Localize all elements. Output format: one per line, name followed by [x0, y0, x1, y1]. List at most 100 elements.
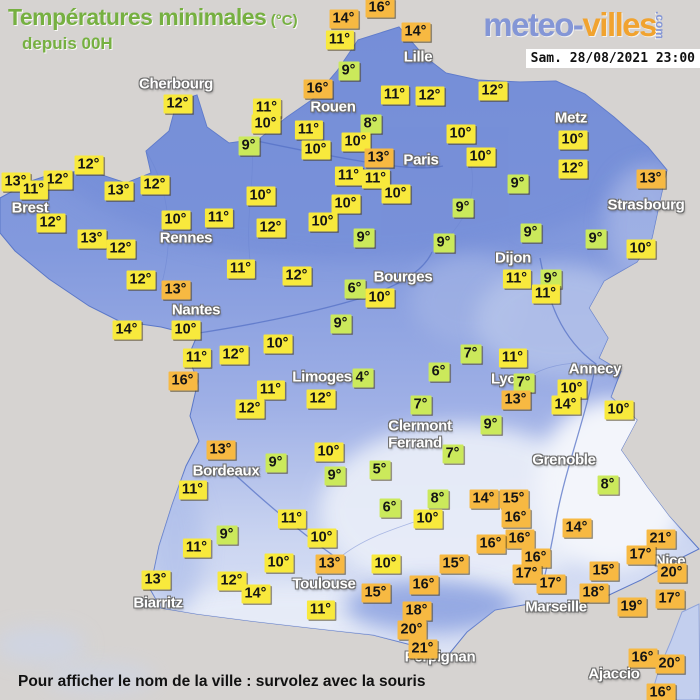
- temp-badge[interactable]: 10°: [307, 528, 337, 548]
- temp-badge[interactable]: 9°: [433, 233, 455, 253]
- temp-badge[interactable]: 12°: [36, 213, 66, 233]
- temp-badge[interactable]: 11°: [294, 120, 324, 140]
- temp-badge[interactable]: 13°: [161, 280, 191, 300]
- temp-badge[interactable]: 17°: [512, 564, 542, 584]
- temp-badge[interactable]: 11°: [361, 169, 391, 189]
- temp-badge[interactable]: 16°: [521, 548, 551, 568]
- temp-badge[interactable]: 11°: [256, 380, 286, 400]
- temp-badge[interactable]: 11°: [498, 348, 528, 368]
- temp-badge[interactable]: 16°: [303, 79, 333, 99]
- temp-badge[interactable]: 10°: [365, 288, 395, 308]
- meteo-villes-logo[interactable]: meteo-villes .com: [483, 6, 667, 44]
- temp-badge[interactable]: 16°: [628, 648, 658, 668]
- temp-badge[interactable]: 14°: [401, 22, 431, 42]
- temp-badge[interactable]: 18°: [579, 583, 609, 603]
- temp-badge[interactable]: 10°: [604, 400, 634, 420]
- temp-badge[interactable]: 12°: [235, 399, 265, 419]
- temp-badge[interactable]: 12°: [106, 239, 136, 259]
- temp-badge[interactable]: 16°: [365, 0, 395, 18]
- temp-badge[interactable]: 15°: [589, 561, 619, 581]
- temp-badge[interactable]: 14°: [469, 489, 499, 509]
- temp-badge[interactable]: 10°: [301, 140, 331, 160]
- temp-badge[interactable]: 10°: [413, 509, 443, 529]
- temp-badge[interactable]: 12°: [74, 155, 104, 175]
- temp-badge[interactable]: 12°: [219, 345, 249, 365]
- temp-badge[interactable]: 10°: [308, 212, 338, 232]
- temp-badge[interactable]: 5°: [369, 460, 391, 480]
- temp-badge[interactable]: 12°: [558, 159, 588, 179]
- temp-badge[interactable]: 7°: [513, 373, 535, 393]
- temp-badge[interactable]: 11°: [306, 600, 336, 620]
- temp-badge[interactable]: 19°: [617, 597, 647, 617]
- temp-badge[interactable]: 9°: [480, 415, 502, 435]
- temp-badge[interactable]: 9°: [520, 223, 542, 243]
- temp-badge[interactable]: 11°: [334, 166, 364, 186]
- temp-badge[interactable]: 9°: [265, 453, 287, 473]
- temp-badge[interactable]: 16°: [168, 371, 198, 391]
- temp-badge[interactable]: 13°: [77, 229, 107, 249]
- temp-badge[interactable]: 10°: [161, 210, 191, 230]
- temp-badge[interactable]: 9°: [540, 269, 562, 289]
- temp-badge[interactable]: 10°: [381, 184, 411, 204]
- temp-badge[interactable]: 10°: [264, 553, 294, 573]
- temp-badge[interactable]: 15°: [499, 489, 529, 509]
- temp-badge[interactable]: 12°: [478, 81, 508, 101]
- temp-badge[interactable]: 11°: [380, 85, 410, 105]
- temp-badge[interactable]: 18°: [402, 601, 432, 621]
- temp-badge[interactable]: 12°: [163, 94, 193, 114]
- temp-badge[interactable]: 12°: [140, 175, 170, 195]
- temp-badge[interactable]: 9°: [338, 61, 360, 81]
- temp-badge[interactable]: 12°: [415, 86, 445, 106]
- temp-badge[interactable]: 14°: [329, 9, 359, 29]
- temp-badge[interactable]: 10°: [251, 114, 281, 134]
- temp-badge[interactable]: 16°: [646, 683, 676, 700]
- temp-badge[interactable]: 21°: [408, 639, 438, 659]
- temp-badge[interactable]: 10°: [557, 379, 587, 399]
- temp-badge[interactable]: 8°: [360, 114, 382, 134]
- temp-badge[interactable]: 12°: [282, 266, 312, 286]
- temp-badge[interactable]: 13°: [501, 390, 531, 410]
- temp-badge[interactable]: 13°: [364, 148, 394, 168]
- temp-badge[interactable]: 12°: [43, 170, 73, 190]
- temp-badge[interactable]: 15°: [361, 583, 391, 603]
- temp-badge[interactable]: 10°: [558, 130, 588, 150]
- temp-badge[interactable]: 4°: [352, 368, 374, 388]
- temp-badge[interactable]: 8°: [427, 489, 449, 509]
- temp-badge[interactable]: 9°: [324, 466, 346, 486]
- temp-badge[interactable]: 6°: [344, 279, 366, 299]
- temp-badge[interactable]: 20°: [397, 620, 427, 640]
- temp-badge[interactable]: 17°: [626, 545, 656, 565]
- temp-badge[interactable]: 12°: [256, 218, 286, 238]
- temp-badge[interactable]: 9°: [507, 174, 529, 194]
- temp-badge[interactable]: 7°: [460, 344, 482, 364]
- temp-badge[interactable]: 11°: [182, 348, 212, 368]
- temp-badge[interactable]: 10°: [626, 239, 656, 259]
- temp-badge[interactable]: 10°: [314, 442, 344, 462]
- temp-badge[interactable]: 14°: [241, 584, 271, 604]
- temp-badge[interactable]: 12°: [217, 571, 247, 591]
- temp-badge[interactable]: 6°: [379, 498, 401, 518]
- temp-badge[interactable]: 11°: [531, 284, 561, 304]
- temp-badge[interactable]: 9°: [585, 229, 607, 249]
- temp-badge[interactable]: 12°: [306, 389, 336, 409]
- temp-badge[interactable]: 8°: [597, 475, 619, 495]
- temp-badge[interactable]: 14°: [562, 518, 592, 538]
- temp-badge[interactable]: 11°: [502, 269, 532, 289]
- temp-badge[interactable]: 9°: [238, 136, 260, 156]
- temp-badge[interactable]: 13°: [315, 554, 345, 574]
- temp-badge[interactable]: 20°: [657, 563, 687, 583]
- temp-badge[interactable]: 16°: [409, 575, 439, 595]
- temp-badge[interactable]: 11°: [178, 480, 208, 500]
- corsica-island[interactable]: [649, 603, 700, 700]
- temp-badge[interactable]: 10°: [246, 186, 276, 206]
- temp-badge[interactable]: 6°: [428, 362, 450, 382]
- temp-badge[interactable]: 21°: [646, 529, 676, 549]
- temp-badge[interactable]: 11°: [19, 180, 49, 200]
- temp-badge[interactable]: 9°: [330, 314, 352, 334]
- temp-badge[interactable]: 11°: [252, 98, 282, 118]
- temp-badge[interactable]: 11°: [277, 509, 307, 529]
- temp-badge[interactable]: 9°: [452, 198, 474, 218]
- temp-badge[interactable]: 10°: [171, 320, 201, 340]
- temp-badge[interactable]: 16°: [476, 534, 506, 554]
- temp-badge[interactable]: 17°: [536, 574, 566, 594]
